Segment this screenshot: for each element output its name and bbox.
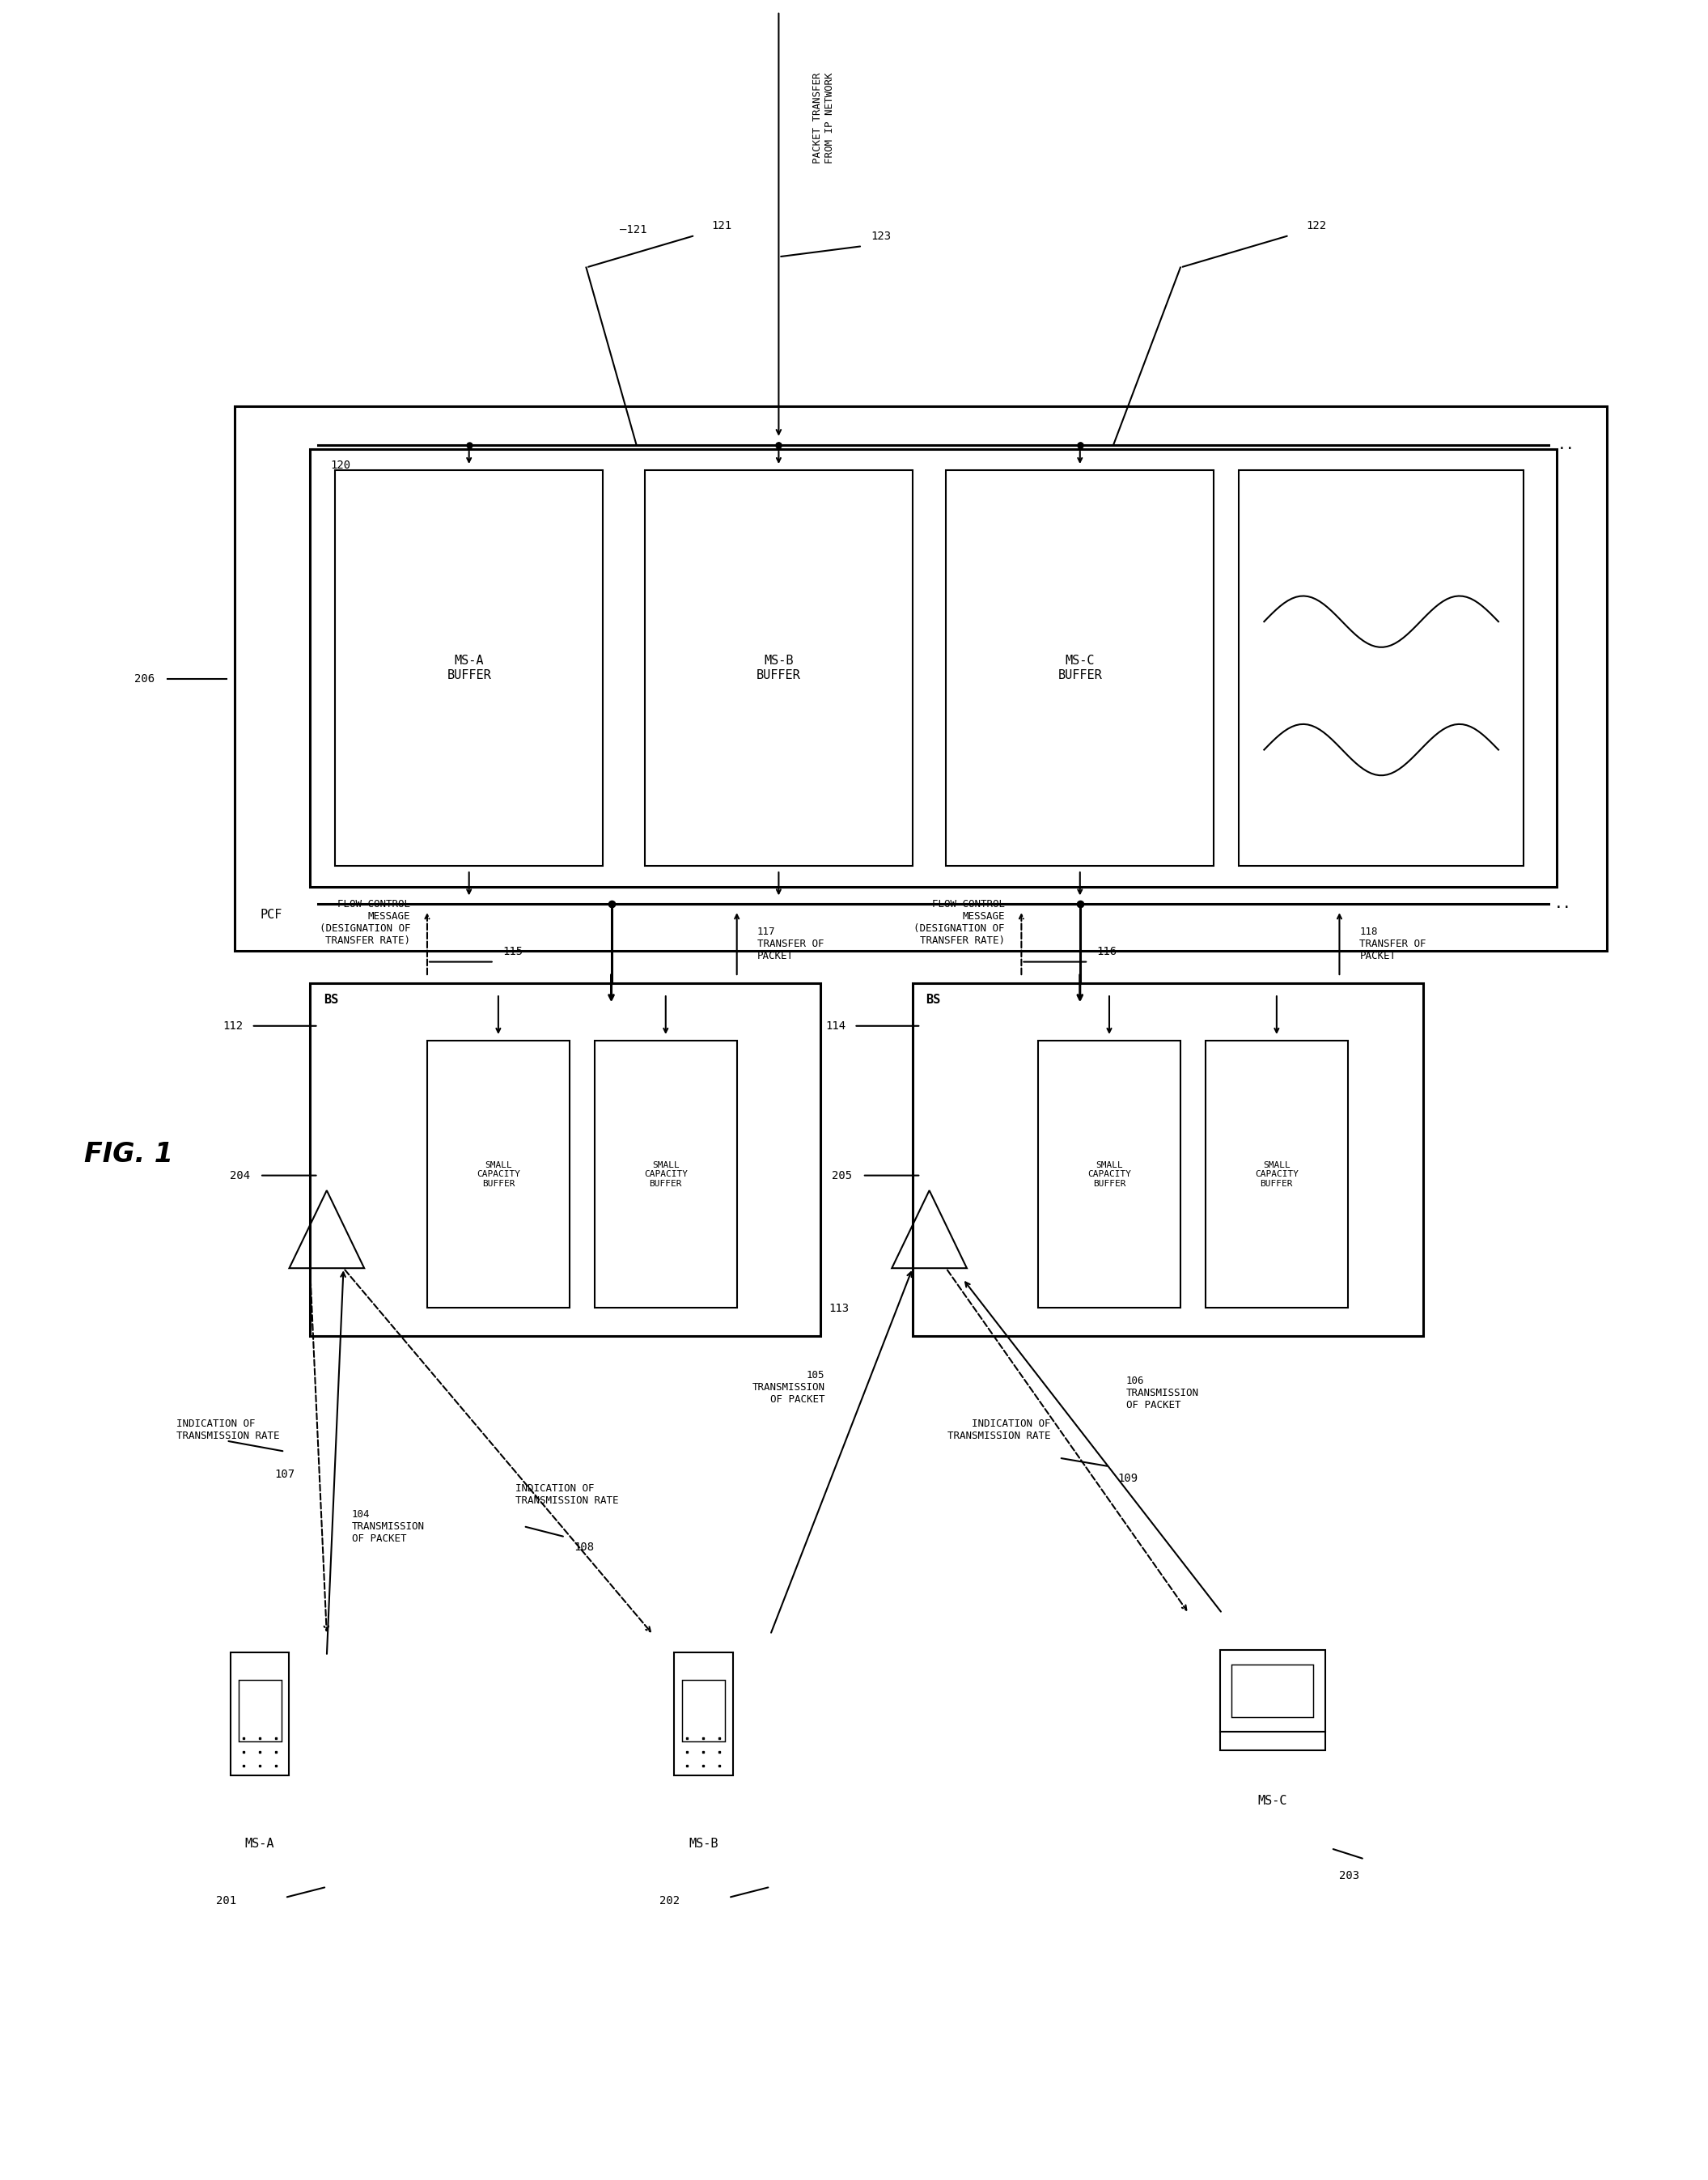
Bar: [234, 405, 1607, 950]
Bar: [644, 471, 912, 865]
Text: 117
TRANSFER OF
PACKET: 117 TRANSFER OF PACKET: [757, 926, 823, 961]
Text: BS: BS: [323, 994, 338, 1005]
Bar: [681, 1681, 724, 1742]
Text: MS-A: MS-A: [244, 1838, 275, 1851]
Text: MS-C: MS-C: [1257, 1794, 1288, 1807]
Bar: [1038, 1040, 1180, 1308]
Text: 120: 120: [330, 460, 350, 471]
Bar: [1220, 1650, 1325, 1731]
Text: 118
TRANSFER OF
PACKET: 118 TRANSFER OF PACKET: [1360, 926, 1426, 961]
Text: PACKET TRANSFER
FROM IP NETWORK: PACKET TRANSFER FROM IP NETWORK: [813, 72, 835, 163]
Bar: [239, 1681, 282, 1742]
Text: 105
TRANSMISSION
OF PACKET: 105 TRANSMISSION OF PACKET: [752, 1369, 825, 1404]
Text: FLOW CONTROL
MESSAGE
(DESIGNATION OF
TRANSFER RATE): FLOW CONTROL MESSAGE (DESIGNATION OF TRA…: [914, 898, 1004, 946]
Text: SMALL
CAPACITY
BUFFER: SMALL CAPACITY BUFFER: [1088, 1162, 1131, 1188]
Bar: [1206, 1040, 1348, 1308]
Text: INDICATION OF
TRANSMISSION RATE: INDICATION OF TRANSMISSION RATE: [176, 1419, 278, 1441]
Text: 106
TRANSMISSION
OF PACKET: 106 TRANSMISSION OF PACKET: [1126, 1376, 1199, 1410]
Text: 109: 109: [1117, 1474, 1138, 1485]
Text: —121: —121: [620, 225, 647, 235]
Text: 202: 202: [659, 1894, 680, 1908]
Text: FIG. 1: FIG. 1: [84, 1140, 173, 1168]
Bar: [675, 1652, 733, 1777]
Text: SMALL
CAPACITY
BUFFER: SMALL CAPACITY BUFFER: [477, 1162, 521, 1188]
Text: BS: BS: [926, 994, 941, 1005]
Text: 115: 115: [502, 946, 523, 957]
Bar: [594, 1040, 736, 1308]
Text: 104
TRANSMISSION
OF PACKET: 104 TRANSMISSION OF PACKET: [352, 1509, 425, 1543]
Text: 112: 112: [222, 1020, 243, 1031]
Bar: [309, 983, 820, 1336]
Text: 113: 113: [828, 1304, 849, 1315]
Text: MS-B: MS-B: [688, 1838, 717, 1851]
Text: 108: 108: [574, 1541, 594, 1552]
Bar: [1231, 1666, 1313, 1718]
Text: SMALL
CAPACITY
BUFFER: SMALL CAPACITY BUFFER: [1255, 1162, 1298, 1188]
Bar: [309, 449, 1558, 887]
Bar: [946, 471, 1214, 865]
Text: 205: 205: [832, 1171, 852, 1182]
Text: 201: 201: [217, 1894, 236, 1908]
Text: ..: ..: [1554, 896, 1571, 911]
Text: 206: 206: [133, 674, 154, 685]
Text: 107: 107: [275, 1469, 295, 1480]
Text: PCF: PCF: [260, 909, 282, 922]
Bar: [427, 1040, 569, 1308]
Text: 121: 121: [712, 220, 733, 231]
Bar: [335, 471, 603, 865]
Text: 122: 122: [1307, 220, 1327, 231]
Text: MS-B
BUFFER: MS-B BUFFER: [757, 654, 801, 680]
Text: INDICATION OF
TRANSMISSION RATE: INDICATION OF TRANSMISSION RATE: [948, 1419, 1050, 1441]
Bar: [231, 1652, 289, 1777]
Bar: [1238, 471, 1524, 865]
Text: 116: 116: [1097, 946, 1117, 957]
Text: 203: 203: [1339, 1870, 1360, 1881]
Text: ..: ..: [1558, 438, 1575, 451]
Bar: [1220, 1731, 1325, 1751]
Bar: [912, 983, 1423, 1336]
Text: SMALL
CAPACITY
BUFFER: SMALL CAPACITY BUFFER: [644, 1162, 688, 1188]
Text: INDICATION OF
TRANSMISSION RATE: INDICATION OF TRANSMISSION RATE: [516, 1482, 618, 1506]
Text: 114: 114: [825, 1020, 845, 1031]
Text: MS-A
BUFFER: MS-A BUFFER: [447, 654, 492, 680]
Text: MS-C
BUFFER: MS-C BUFFER: [1057, 654, 1102, 680]
Text: 123: 123: [871, 231, 892, 242]
Text: 204: 204: [229, 1171, 249, 1182]
Text: FLOW CONTROL
MESSAGE
(DESIGNATION OF
TRANSFER RATE): FLOW CONTROL MESSAGE (DESIGNATION OF TRA…: [319, 898, 410, 946]
